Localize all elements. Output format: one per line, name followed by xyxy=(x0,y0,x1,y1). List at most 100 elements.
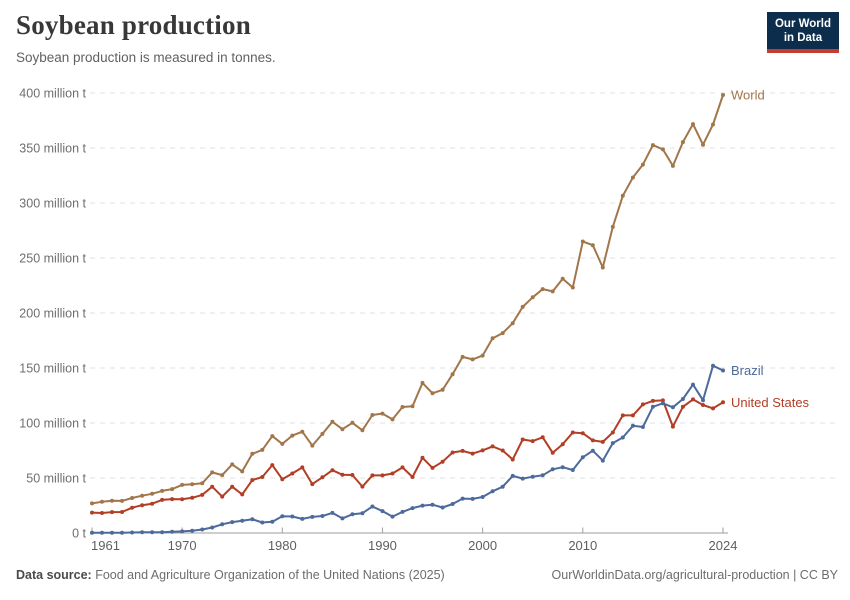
data-point[interactable] xyxy=(550,289,555,294)
data-point[interactable] xyxy=(400,465,405,470)
data-point[interactable] xyxy=(360,484,365,489)
data-point[interactable] xyxy=(660,398,665,403)
data-point[interactable] xyxy=(380,473,385,478)
data-point[interactable] xyxy=(640,162,645,167)
data-point[interactable] xyxy=(180,497,185,502)
data-point[interactable] xyxy=(360,511,365,516)
data-point[interactable] xyxy=(550,467,555,472)
data-point[interactable] xyxy=(180,482,185,487)
data-point[interactable] xyxy=(680,140,685,145)
data-point[interactable] xyxy=(480,495,485,499)
data-point[interactable] xyxy=(680,404,685,409)
data-point[interactable] xyxy=(560,465,565,470)
data-point[interactable] xyxy=(450,372,455,377)
owid-logo[interactable]: Our World in Data xyxy=(766,12,839,53)
data-point[interactable] xyxy=(580,455,585,460)
data-point[interactable] xyxy=(600,439,605,444)
data-point[interactable] xyxy=(711,122,715,127)
data-point[interactable] xyxy=(520,476,525,481)
data-point[interactable] xyxy=(510,457,515,462)
data-point[interactable] xyxy=(450,502,455,506)
data-point[interactable] xyxy=(350,512,355,517)
data-point[interactable] xyxy=(530,295,535,300)
data-point[interactable] xyxy=(380,509,385,514)
data-point[interactable] xyxy=(300,516,305,521)
data-point[interactable] xyxy=(250,451,255,456)
data-point[interactable] xyxy=(320,431,325,436)
data-point[interactable] xyxy=(600,458,605,463)
data-point[interactable] xyxy=(120,530,124,535)
data-point[interactable] xyxy=(210,470,215,475)
data-point[interactable] xyxy=(270,463,275,468)
data-point[interactable] xyxy=(120,498,124,503)
data-point[interactable] xyxy=(470,496,475,501)
data-point[interactable] xyxy=(460,448,465,453)
data-point[interactable] xyxy=(130,530,135,535)
data-point[interactable] xyxy=(570,430,575,435)
data-point[interactable] xyxy=(190,528,195,533)
data-point[interactable] xyxy=(610,224,615,229)
data-point[interactable] xyxy=(640,425,645,429)
data-point[interactable] xyxy=(220,522,225,527)
data-point[interactable] xyxy=(130,496,135,500)
data-point[interactable] xyxy=(721,93,725,97)
data-point[interactable] xyxy=(410,506,415,511)
data-point[interactable] xyxy=(130,505,135,510)
data-point[interactable] xyxy=(100,499,104,504)
data-point[interactable] xyxy=(560,276,565,281)
data-point[interactable] xyxy=(330,468,335,473)
data-point[interactable] xyxy=(370,504,375,509)
data-point[interactable] xyxy=(230,520,235,525)
data-point[interactable] xyxy=(110,510,114,515)
data-point[interactable] xyxy=(170,529,175,534)
series-label-world[interactable]: World xyxy=(731,87,765,102)
data-point[interactable] xyxy=(590,243,595,248)
data-point[interactable] xyxy=(410,404,415,409)
data-point[interactable] xyxy=(701,403,705,407)
data-point[interactable] xyxy=(500,331,505,336)
data-point[interactable] xyxy=(680,397,685,401)
data-point[interactable] xyxy=(240,469,245,474)
data-point[interactable] xyxy=(510,321,515,326)
data-point[interactable] xyxy=(430,502,435,507)
data-point[interactable] xyxy=(701,142,705,147)
data-point[interactable] xyxy=(470,451,475,456)
data-point[interactable] xyxy=(320,475,325,480)
data-point[interactable] xyxy=(100,511,104,515)
data-point[interactable] xyxy=(280,441,285,446)
data-point[interactable] xyxy=(110,498,114,503)
data-point[interactable] xyxy=(530,474,535,479)
data-point[interactable] xyxy=(540,473,545,478)
data-point[interactable] xyxy=(590,438,595,443)
data-point[interactable] xyxy=(220,494,225,499)
data-point[interactable] xyxy=(390,417,395,422)
data-point[interactable] xyxy=(490,444,495,449)
data-point[interactable] xyxy=(711,363,715,368)
series-label-united-states[interactable]: United States xyxy=(731,395,810,410)
data-point[interactable] xyxy=(340,516,345,521)
data-point[interactable] xyxy=(480,448,485,453)
series-line-world[interactable] xyxy=(91,94,724,505)
data-point[interactable] xyxy=(390,514,395,519)
data-point[interactable] xyxy=(190,482,195,487)
data-point[interactable] xyxy=(620,435,625,440)
data-point[interactable] xyxy=(420,380,425,385)
data-point[interactable] xyxy=(160,530,165,535)
data-point[interactable] xyxy=(660,147,665,152)
data-point[interactable] xyxy=(320,514,325,518)
data-point[interactable] xyxy=(180,529,185,534)
data-point[interactable] xyxy=(150,501,155,506)
data-point[interactable] xyxy=(140,493,145,498)
data-point[interactable] xyxy=(200,492,205,497)
data-point[interactable] xyxy=(460,354,465,359)
data-point[interactable] xyxy=(650,398,655,403)
data-point[interactable] xyxy=(330,510,335,515)
data-point[interactable] xyxy=(430,391,435,396)
data-point[interactable] xyxy=(260,447,265,452)
data-point[interactable] xyxy=(691,382,695,387)
data-point[interactable] xyxy=(230,462,235,467)
data-point[interactable] xyxy=(300,465,305,470)
data-point[interactable] xyxy=(300,429,305,434)
data-point[interactable] xyxy=(640,402,645,407)
data-point[interactable] xyxy=(610,430,615,435)
